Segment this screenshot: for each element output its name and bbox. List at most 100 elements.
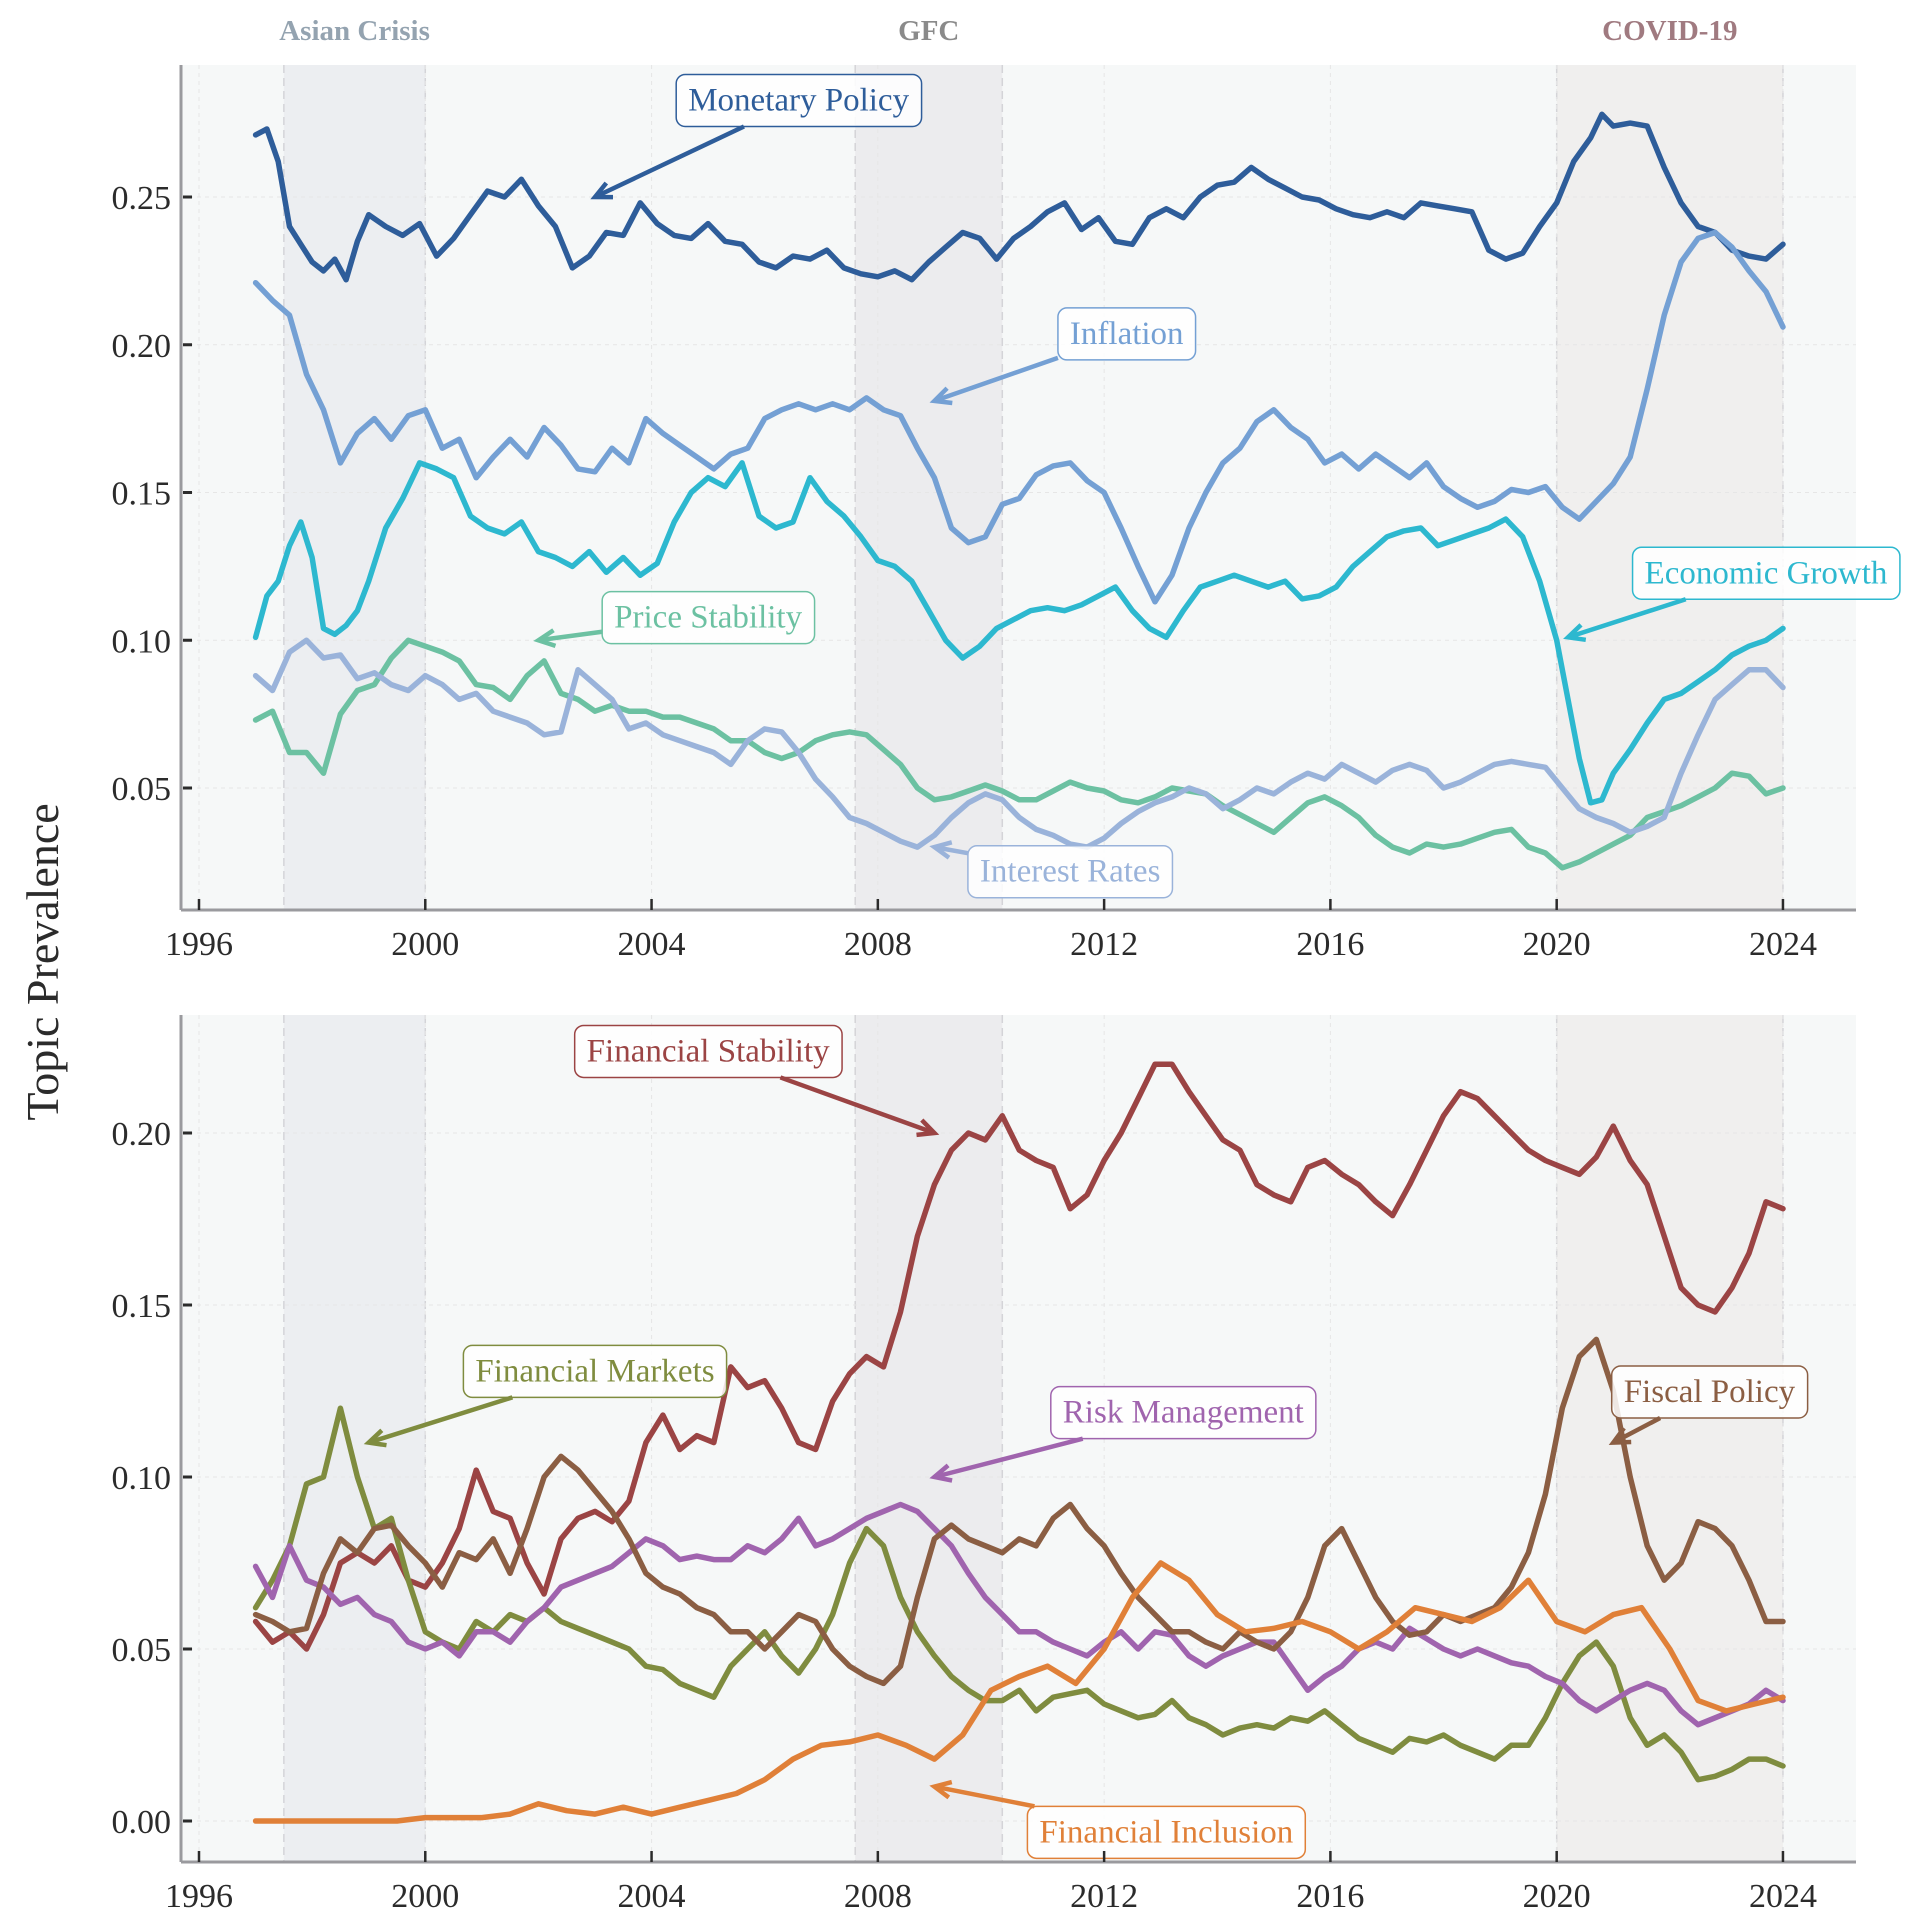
annotation-box bbox=[1050, 1385, 1317, 1440]
annotation-price-stability: Price Stability bbox=[533, 590, 816, 649]
annotation-arrow-shaft bbox=[933, 1784, 1035, 1809]
annotation-box bbox=[462, 1344, 728, 1399]
annotation-fiscal-policy: Fiscal Policy bbox=[1608, 1365, 1809, 1446]
annotation-label: Financial Markets bbox=[475, 1353, 714, 1389]
panel-bottom: Financial Stability Financial Markets Risk… bbox=[112, 1015, 1856, 1915]
y-tick-label: 0.05 bbox=[112, 1632, 172, 1669]
annotation-financial-markets: Financial Markets bbox=[363, 1344, 728, 1448]
x-tick-label: 2024 bbox=[1749, 1878, 1817, 1915]
y-axis-label: Topic Prevalence bbox=[17, 803, 68, 1120]
y-tick-label: 0.05 bbox=[112, 771, 172, 808]
x-tick-label: 2020 bbox=[1523, 926, 1591, 963]
annotation-economic-growth: Economic Growth bbox=[1563, 546, 1901, 643]
series-line-inflation bbox=[252, 229, 1786, 605]
annotation-box bbox=[601, 590, 816, 645]
annotation-risk-management: Risk Management bbox=[929, 1385, 1317, 1483]
x-tick-label: 2020 bbox=[1523, 1878, 1591, 1915]
annotation-interest-rates: Interest Rates bbox=[929, 840, 1174, 899]
y-tick-label: 0.20 bbox=[112, 328, 172, 365]
annotation-label: Financial Inclusion bbox=[1039, 1814, 1293, 1850]
annotation-box bbox=[675, 73, 923, 128]
annotation-arrow-head-icon bbox=[590, 181, 614, 200]
x-tick-label: 2016 bbox=[1296, 1878, 1364, 1915]
annotation-arrow-shaft bbox=[779, 1075, 936, 1136]
annotation-inflation: Inflation bbox=[929, 307, 1197, 406]
x-tick-label: 2000 bbox=[391, 1878, 459, 1915]
annotation-financial-inclusion: Financial Inclusion bbox=[929, 1779, 1307, 1860]
shaded-period-gfc bbox=[855, 1015, 1003, 1862]
annotation-arrow-head-icon bbox=[533, 628, 557, 649]
y-tick-label: 0.10 bbox=[112, 1460, 172, 1497]
series-line-financial-markets bbox=[252, 1405, 1786, 1783]
shaded-period-covid-19 bbox=[1556, 1015, 1783, 1862]
period-label-covid-19: COVID-19 bbox=[1602, 15, 1737, 47]
annotation-arrow-head-icon bbox=[1608, 1426, 1632, 1446]
shaded-period-gfc bbox=[855, 65, 1003, 910]
x-tick-label: 2012 bbox=[1070, 926, 1138, 963]
y-tick-label: 0.15 bbox=[112, 476, 172, 513]
annotation-arrow-shaft bbox=[933, 355, 1059, 404]
annotation-label: Fiscal Policy bbox=[1624, 1374, 1796, 1410]
y-tick-label: 0.00 bbox=[112, 1804, 172, 1841]
annotation-arrow-shaft bbox=[538, 629, 603, 643]
shaded-period-asian-crisis bbox=[283, 1015, 426, 1862]
annotation-monetary-policy: Monetary Policy bbox=[590, 73, 923, 200]
x-tick-label: 2008 bbox=[844, 926, 912, 963]
annotation-arrow-head-icon bbox=[916, 1118, 940, 1138]
y-tick-label: 0.25 bbox=[112, 180, 172, 217]
annotation-label: Economic Growth bbox=[1645, 555, 1888, 591]
annotation-arrow-shaft bbox=[368, 1395, 514, 1445]
x-tick-label: 2004 bbox=[618, 1878, 686, 1915]
x-tick-label: 1996 bbox=[165, 926, 233, 963]
annotation-arrow-shaft bbox=[933, 1436, 1084, 1480]
x-tick-label: 2012 bbox=[1070, 1878, 1138, 1915]
annotation-box bbox=[1631, 546, 1901, 601]
annotation-arrow-head-icon bbox=[1563, 623, 1587, 643]
annotation-box bbox=[967, 844, 1174, 899]
annotation-arrow-head-icon bbox=[929, 1779, 953, 1800]
annotation-label: Price Stability bbox=[614, 600, 802, 636]
x-tick-label: 2008 bbox=[844, 1878, 912, 1915]
period-labels: Asian Crisis GFC COVID-19 bbox=[279, 15, 1737, 47]
annotation-label: Interest Rates bbox=[980, 854, 1161, 890]
annotation-financial-stability: Financial Stability bbox=[573, 1024, 940, 1138]
series-line-monetary-policy bbox=[252, 111, 1786, 283]
annotation-label: Inflation bbox=[1070, 316, 1184, 352]
x-tick-label: 2016 bbox=[1296, 926, 1364, 963]
annotation-box bbox=[573, 1024, 843, 1079]
annotation-arrow-head-icon bbox=[363, 1428, 387, 1448]
annotation-box bbox=[1057, 307, 1197, 361]
x-tick-label: 2024 bbox=[1749, 926, 1817, 963]
series-line-risk-management bbox=[252, 1501, 1786, 1728]
shaded-period-asian-crisis bbox=[283, 65, 426, 910]
series-line-price-stability bbox=[252, 637, 1786, 871]
series-line-fiscal-policy bbox=[252, 1336, 1786, 1687]
x-tick-label: 1996 bbox=[165, 1878, 233, 1915]
annotation-arrow-head-icon bbox=[929, 386, 953, 406]
series-line-financial-inclusion bbox=[252, 1560, 1786, 1824]
x-tick-label: 2004 bbox=[618, 926, 686, 963]
annotation-arrow-shaft bbox=[594, 124, 745, 200]
annotation-label: Financial Stability bbox=[587, 1033, 830, 1069]
y-tick-label: 0.10 bbox=[112, 623, 172, 660]
annotation-arrow-shaft bbox=[1612, 1416, 1662, 1445]
annotation-arrow-head-icon bbox=[929, 1463, 953, 1483]
period-label-asian-crisis: Asian Crisis bbox=[279, 15, 430, 47]
annotation-arrow-head-icon bbox=[929, 840, 953, 860]
y-tick-label: 0.20 bbox=[112, 1116, 172, 1153]
period-label-gfc: GFC bbox=[898, 15, 959, 47]
annotation-label: Monetary Policy bbox=[688, 82, 909, 118]
x-tick-label: 2000 bbox=[391, 926, 459, 963]
series-line-economic-growth bbox=[252, 460, 1786, 806]
annotation-box bbox=[1610, 1365, 1809, 1419]
series-line-financial-stability bbox=[252, 1061, 1786, 1652]
annotation-arrow-shaft bbox=[1567, 597, 1687, 640]
annotation-box bbox=[1026, 1805, 1307, 1860]
series-line-interest-rates bbox=[252, 637, 1786, 850]
panel-top: Monetary Policy Inflation Economic Growth P… bbox=[112, 65, 1901, 963]
annotation-arrow-shaft bbox=[934, 844, 969, 856]
shaded-period-covid-19 bbox=[1556, 65, 1783, 910]
annotation-label: Risk Management bbox=[1063, 1395, 1304, 1431]
y-tick-label: 0.15 bbox=[112, 1288, 172, 1325]
